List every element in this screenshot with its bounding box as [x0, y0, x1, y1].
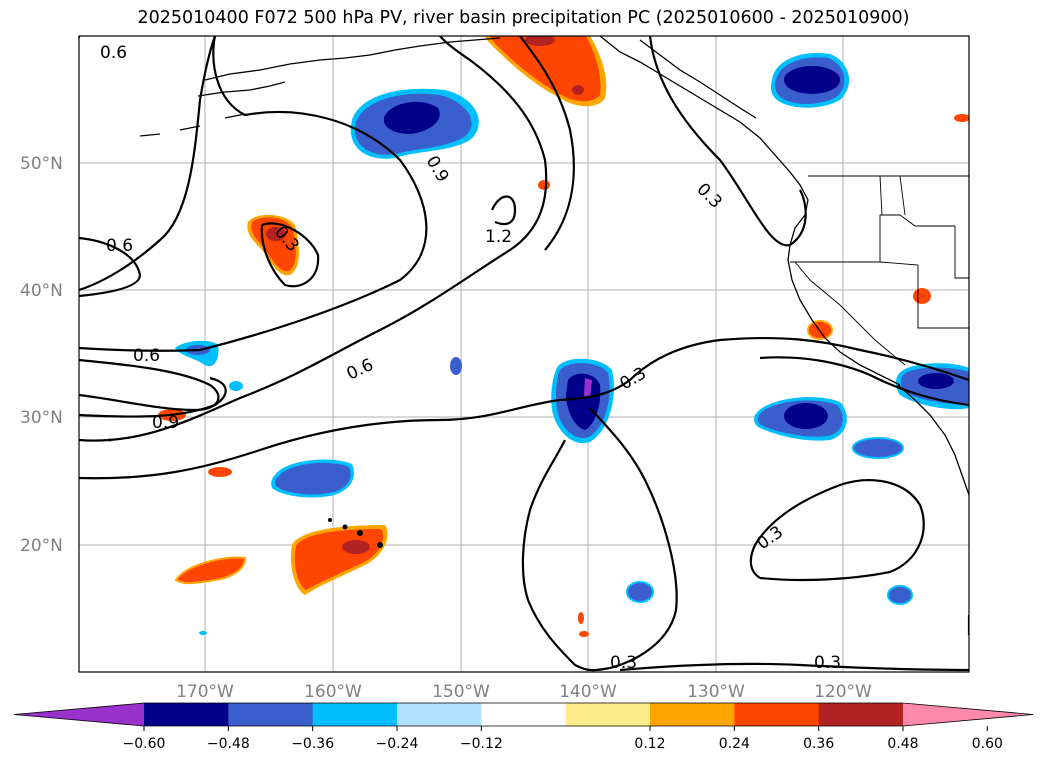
- lon-label: 130°W: [687, 682, 745, 702]
- precip-blob: [229, 381, 243, 391]
- contour-label: 0.3: [753, 522, 787, 554]
- contour-label: 0.9: [152, 413, 179, 433]
- colorbar-segment: [228, 703, 314, 726]
- lon-label: 170°W: [176, 682, 234, 702]
- lon-labels: 170°W 160°W 150°W 140°W 130°W 120°W: [176, 682, 872, 702]
- colorbar-tick-label: −0.36: [291, 736, 334, 752]
- colorbar-tick-label: 0.12: [634, 736, 665, 752]
- lon-label: 120°W: [814, 682, 872, 702]
- lat-label: 20°N: [20, 536, 63, 556]
- precip-blob: [913, 288, 931, 304]
- colorbar-segment: [312, 703, 398, 726]
- contour-label: 0.9: [422, 153, 453, 186]
- precip-blob: [450, 357, 462, 375]
- contour-label: 0.6: [106, 236, 133, 256]
- colorbar-extend-min: [14, 703, 144, 726]
- colorbar-tick-label: 0.48: [887, 736, 918, 752]
- colorbar-tick-label: −0.48: [207, 736, 250, 752]
- colorbar-ticks: −0.60 −0.48 −0.36 −0.24 −0.12 0.12 0.24 0.36 0.4…: [123, 726, 1003, 752]
- contour-label: 0.6: [344, 355, 377, 385]
- contour-label: 0.3: [610, 653, 637, 673]
- precip-blob: [247, 214, 299, 276]
- precip-blob: [626, 581, 654, 603]
- colorbar-tick-label: 0.24: [719, 736, 750, 752]
- precip-blob: [199, 631, 207, 635]
- colorbar-tick-label: −0.60: [123, 736, 166, 752]
- map-area: 0.6 0.9 1.2 0.3 0.6 0.6 0.6 0.3 0.9 0.3 …: [79, 36, 969, 673]
- colorbar-segment: [144, 703, 229, 726]
- lat-label: 50°N: [20, 154, 63, 174]
- colorbar-segment: [481, 703, 567, 726]
- contour-label: 0.6: [133, 346, 160, 366]
- colorbar-tick-label: 0.60: [972, 736, 1003, 752]
- precip-blob: [551, 358, 614, 444]
- lat-label: 40°N: [20, 281, 63, 301]
- lat-labels: 50°N 40°N 30°N 20°N: [20, 154, 63, 556]
- precip-blob: [208, 467, 232, 477]
- contour-label: 0.3: [814, 653, 841, 673]
- contour-label: 0.6: [100, 43, 127, 63]
- colorbar-segment: [650, 703, 735, 726]
- colorbar-extend-max: [903, 703, 1033, 726]
- colorbar-segment: [818, 703, 904, 726]
- precip-blob: [579, 631, 589, 637]
- colorbar: [13, 702, 1034, 727]
- colorbar-segment: [397, 703, 482, 726]
- precip-blob: [290, 525, 388, 595]
- precip-blob: [887, 585, 913, 605]
- precip-blob: [174, 556, 247, 585]
- borders: [790, 175, 969, 366]
- precip-blob: [485, 36, 607, 107]
- colorbar-tick-label: −0.24: [376, 736, 419, 752]
- precip-blob: [770, 53, 850, 108]
- colorbar-segment: [734, 703, 820, 726]
- precip-blob: [350, 88, 479, 159]
- contour-label: 0.3: [692, 179, 725, 212]
- map-title: 2025010400 F072 500 hPa PV, river basin …: [137, 8, 910, 28]
- islands: [108, 438, 383, 548]
- precip-blob: [578, 612, 584, 624]
- lon-label: 150°W: [432, 682, 490, 702]
- precip-blob: [852, 437, 904, 459]
- precip-patches: [158, 36, 969, 637]
- precip-blob: [271, 459, 354, 498]
- map-frame: [78, 35, 970, 673]
- precip-blob: [895, 363, 969, 410]
- lon-label: 160°W: [304, 682, 362, 702]
- precip-blob: [538, 180, 550, 190]
- colorbar-tick-label: −0.12: [460, 736, 503, 752]
- lat-label: 30°N: [20, 408, 63, 428]
- pv-contours: [79, 36, 969, 672]
- lon-label: 140°W: [559, 682, 617, 702]
- colorbar-tick-label: 0.36: [803, 736, 834, 752]
- precip-blob: [954, 114, 969, 122]
- colorbar-segment: [565, 703, 651, 726]
- precip-blob: [754, 397, 847, 441]
- contour-label: 1.2: [485, 227, 512, 247]
